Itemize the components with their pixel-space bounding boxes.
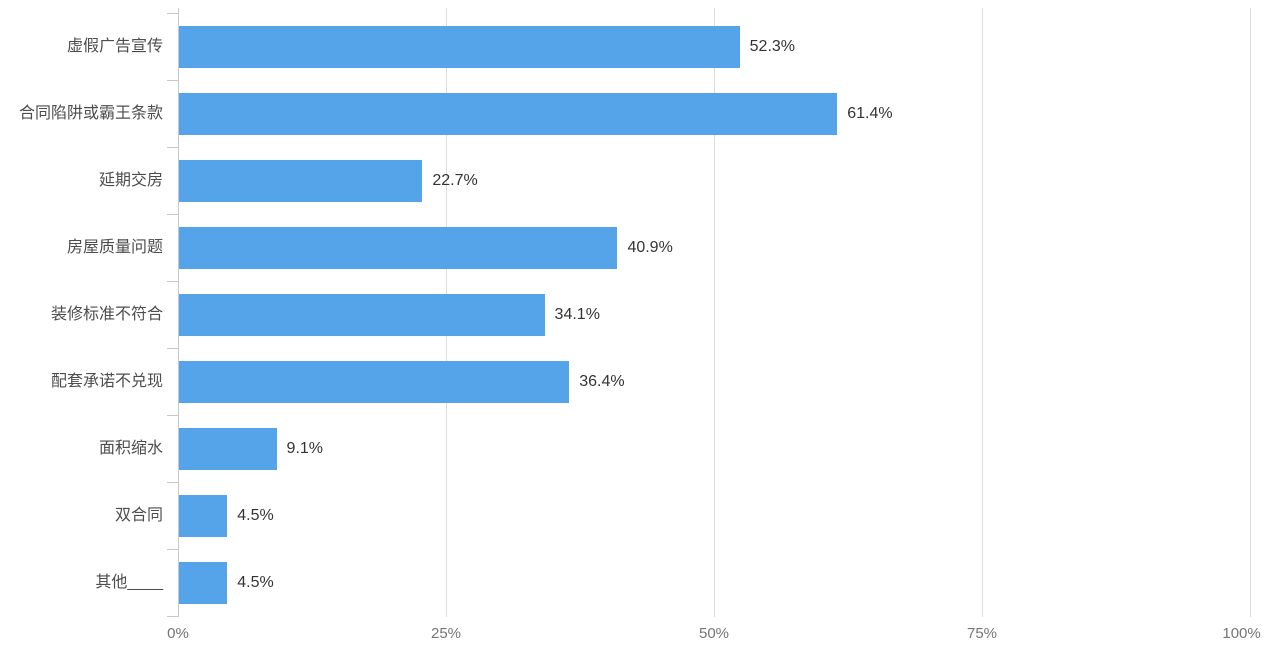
bar	[179, 227, 618, 269]
y-axis-tick	[167, 348, 178, 349]
x-axis-tick-label: 100%	[1222, 625, 1261, 642]
category-label: 合同陷阱或霸王条款	[18, 105, 163, 122]
category-label: 其他____	[95, 574, 163, 591]
value-label: 61.4%	[847, 105, 893, 122]
y-axis-tick	[167, 616, 178, 617]
y-axis-tick	[167, 13, 178, 14]
value-label: 34.1%	[554, 306, 600, 323]
x-axis-tick-label: 75%	[966, 625, 998, 642]
value-label: 36.4%	[579, 373, 625, 390]
plot-area: 52.3% 61.4% 22.7% 40.9% 34.1% 36.4% 9.1% 4.5% 4.…	[167, 8, 1251, 617]
category-label: 虚假广告宣传	[66, 38, 163, 55]
category-label: 房屋质量问题	[66, 239, 163, 256]
y-axis-tick	[167, 482, 178, 483]
y-axis-tick	[167, 214, 178, 215]
y-axis-tick	[167, 415, 178, 416]
bar	[179, 361, 570, 403]
category-label: 面积缩水	[98, 440, 163, 457]
category-label: 配套承诺不兑现	[50, 373, 163, 390]
gridline-100	[1250, 8, 1251, 617]
category-label: 双合同	[114, 507, 163, 524]
x-axis-tick-label: 50%	[698, 625, 730, 642]
value-label: 40.9%	[627, 239, 673, 256]
value-label: 4.5%	[237, 574, 274, 591]
x-axis-tick-label: 0%	[167, 625, 189, 642]
bar	[179, 495, 228, 537]
y-axis-tick	[167, 147, 178, 148]
bar	[179, 294, 545, 336]
bar	[179, 160, 423, 202]
bar	[179, 428, 277, 470]
bar	[179, 26, 740, 68]
y-axis-line	[178, 8, 179, 617]
y-axis-tick	[167, 281, 178, 282]
value-label: 9.1%	[286, 440, 324, 457]
gridline-50	[714, 8, 715, 617]
y-axis-tick	[167, 80, 178, 81]
value-label: 4.5%	[237, 507, 274, 524]
bar	[179, 93, 838, 135]
bar	[179, 562, 228, 604]
category-label: 延期交房	[98, 172, 163, 189]
gridline-75	[982, 8, 983, 617]
x-axis-tick-label: 25%	[430, 625, 462, 642]
value-label: 22.7%	[432, 172, 478, 189]
value-label: 52.3%	[749, 38, 796, 55]
category-label: 装修标准不符合	[50, 306, 163, 323]
y-axis-tick	[167, 549, 178, 550]
